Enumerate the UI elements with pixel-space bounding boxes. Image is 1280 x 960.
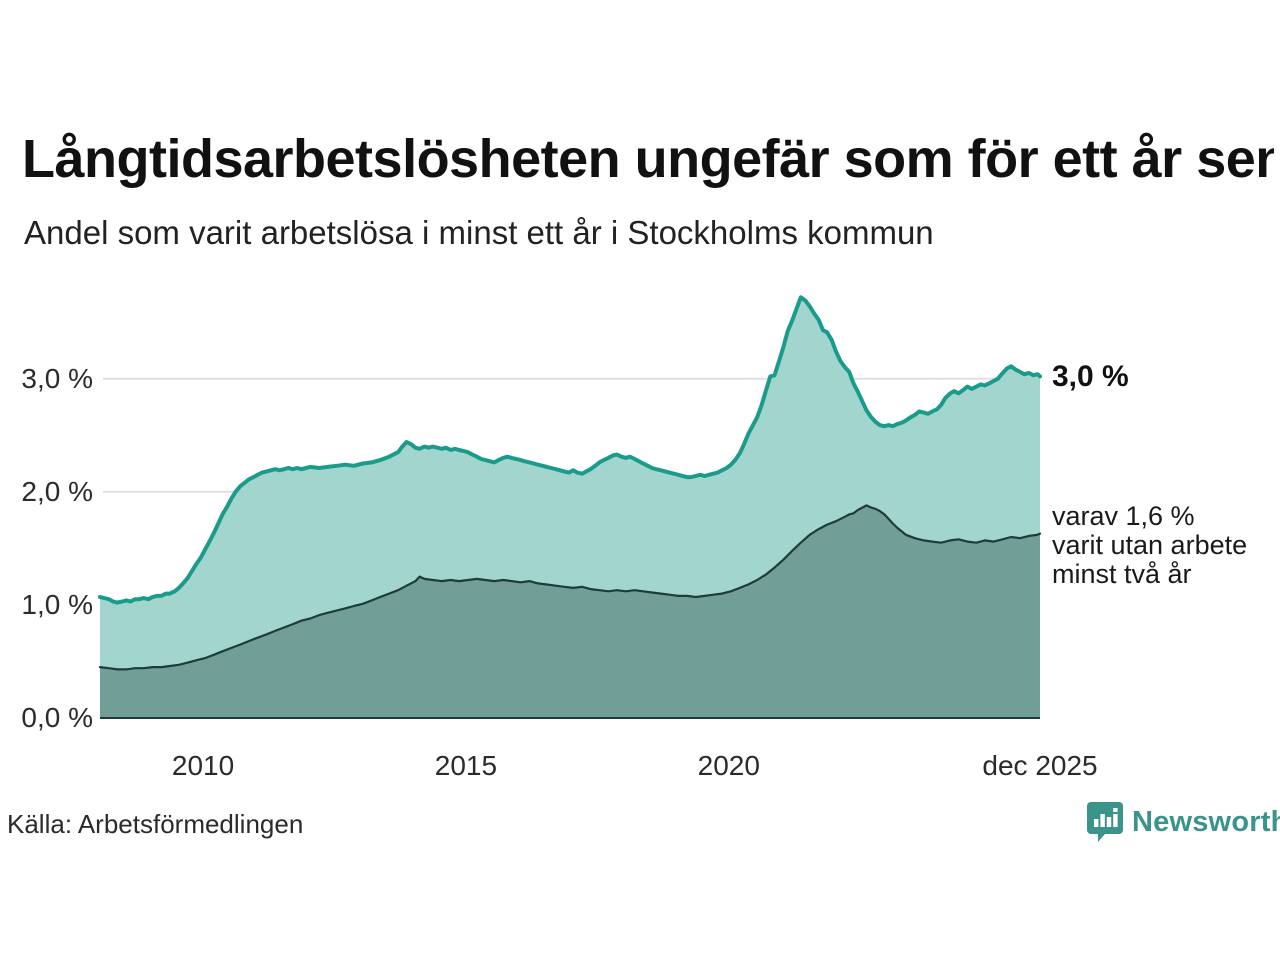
- line-total: [98, 295, 1042, 605]
- secondary-annotation-line3: minst två år: [1052, 559, 1192, 589]
- page-subtitle: Andel som varit arbetslösa i minst ett å…: [24, 214, 934, 251]
- secondary-annotation-line2: varit utan arbete: [1052, 530, 1248, 560]
- x-axis-label: 2020: [697, 750, 760, 781]
- y-axis-label: 2,0 %: [21, 475, 93, 507]
- page-title: Långtidsarbetslösheten ungefär som för e…: [22, 129, 1274, 189]
- x-axis-label: dec 2025: [982, 750, 1098, 781]
- y-axis-label: 1,0 %: [21, 588, 93, 620]
- line-two-years: [98, 504, 1042, 671]
- latest-value-annotation: 3,0 %: [1052, 360, 1129, 393]
- brand-name: Newsworthy: [1132, 805, 1280, 838]
- newsworthy-logo-icon: [1087, 802, 1123, 842]
- secondary-annotation-line1: varav 1,6 %: [1052, 501, 1195, 531]
- secondary-series-annotation: varav 1,6 % varit utan arbete minst två …: [1052, 502, 1247, 589]
- y-axis-label: 0,0 %: [21, 702, 93, 733]
- brand-logo: Newsworthy: [1087, 801, 1280, 843]
- source-note: Källa: Arbetsförmedlingen: [7, 809, 304, 839]
- x-axis-label: 2010: [171, 750, 235, 781]
- y-axis-label: 3,0 %: [21, 362, 93, 394]
- area-two-years: [100, 505, 1040, 718]
- x-axis-label: 2015: [434, 750, 498, 781]
